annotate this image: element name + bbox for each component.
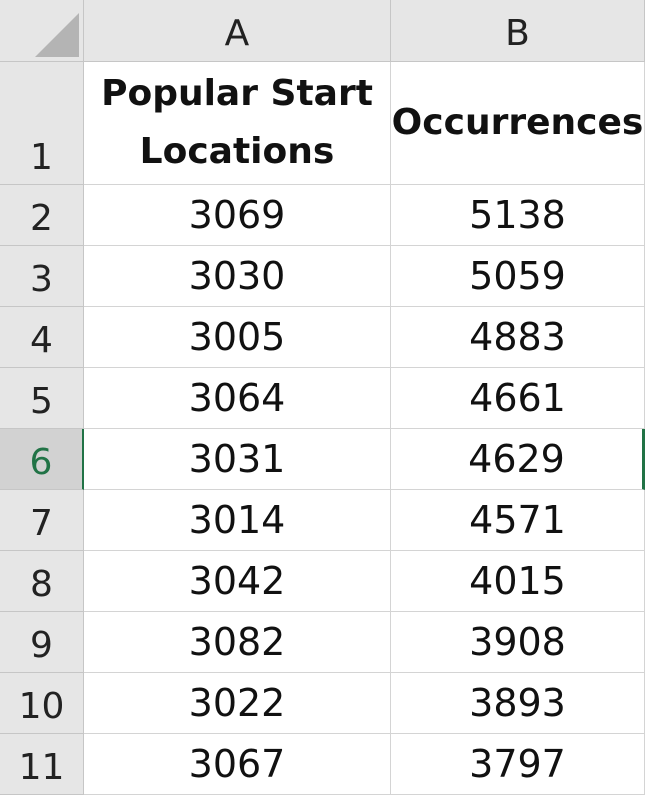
row-header[interactable]: 11 [0,734,84,795]
row-header[interactable]: 3 [0,246,84,307]
cell-occurrences[interactable]: 4661 [391,368,645,429]
cell-start-location[interactable]: 3082 [84,612,391,673]
cell-b1-header[interactable]: Occurrences [391,62,645,185]
cell-start-location[interactable]: 3005 [84,307,391,368]
cell-occurrences[interactable]: 4571 [391,490,645,551]
select-all-corner[interactable] [0,0,84,62]
cell-occurrences[interactable]: 3908 [391,612,645,673]
cell-start-location[interactable]: 3064 [84,368,391,429]
cell-start-location[interactable]: 3031 [84,429,391,490]
row-header[interactable]: 10 [0,673,84,734]
row-header[interactable]: 4 [0,307,84,368]
cell-start-location[interactable]: 3014 [84,490,391,551]
cell-start-location[interactable]: 3030 [84,246,391,307]
row-header[interactable]: 2 [0,185,84,246]
row-header[interactable]: 5 [0,368,84,429]
column-header-b[interactable]: B [391,0,645,62]
cell-occurrences[interactable]: 5138 [391,185,645,246]
cell-a1-header[interactable]: Popular Start Locations [84,62,391,185]
cell-occurrences[interactable]: 5059 [391,246,645,307]
cell-occurrences[interactable]: 4629 [391,429,645,490]
column-header-a[interactable]: A [84,0,391,62]
cell-start-location[interactable]: 3069 [84,185,391,246]
row-header[interactable]: 7 [0,490,84,551]
cell-occurrences[interactable]: 4883 [391,307,645,368]
cell-occurrences[interactable]: 3797 [391,734,645,795]
cell-occurrences[interactable]: 4015 [391,551,645,612]
cell-occurrences[interactable]: 3893 [391,673,645,734]
cell-start-location[interactable]: 3067 [84,734,391,795]
cell-start-location[interactable]: 3042 [84,551,391,612]
row-header[interactable]: 6 [0,429,84,490]
row-header[interactable]: 9 [0,612,84,673]
row-header-1[interactable]: 1 [0,62,84,185]
select-all-triangle-icon [35,13,79,57]
row-header[interactable]: 8 [0,551,84,612]
cell-start-location[interactable]: 3022 [84,673,391,734]
